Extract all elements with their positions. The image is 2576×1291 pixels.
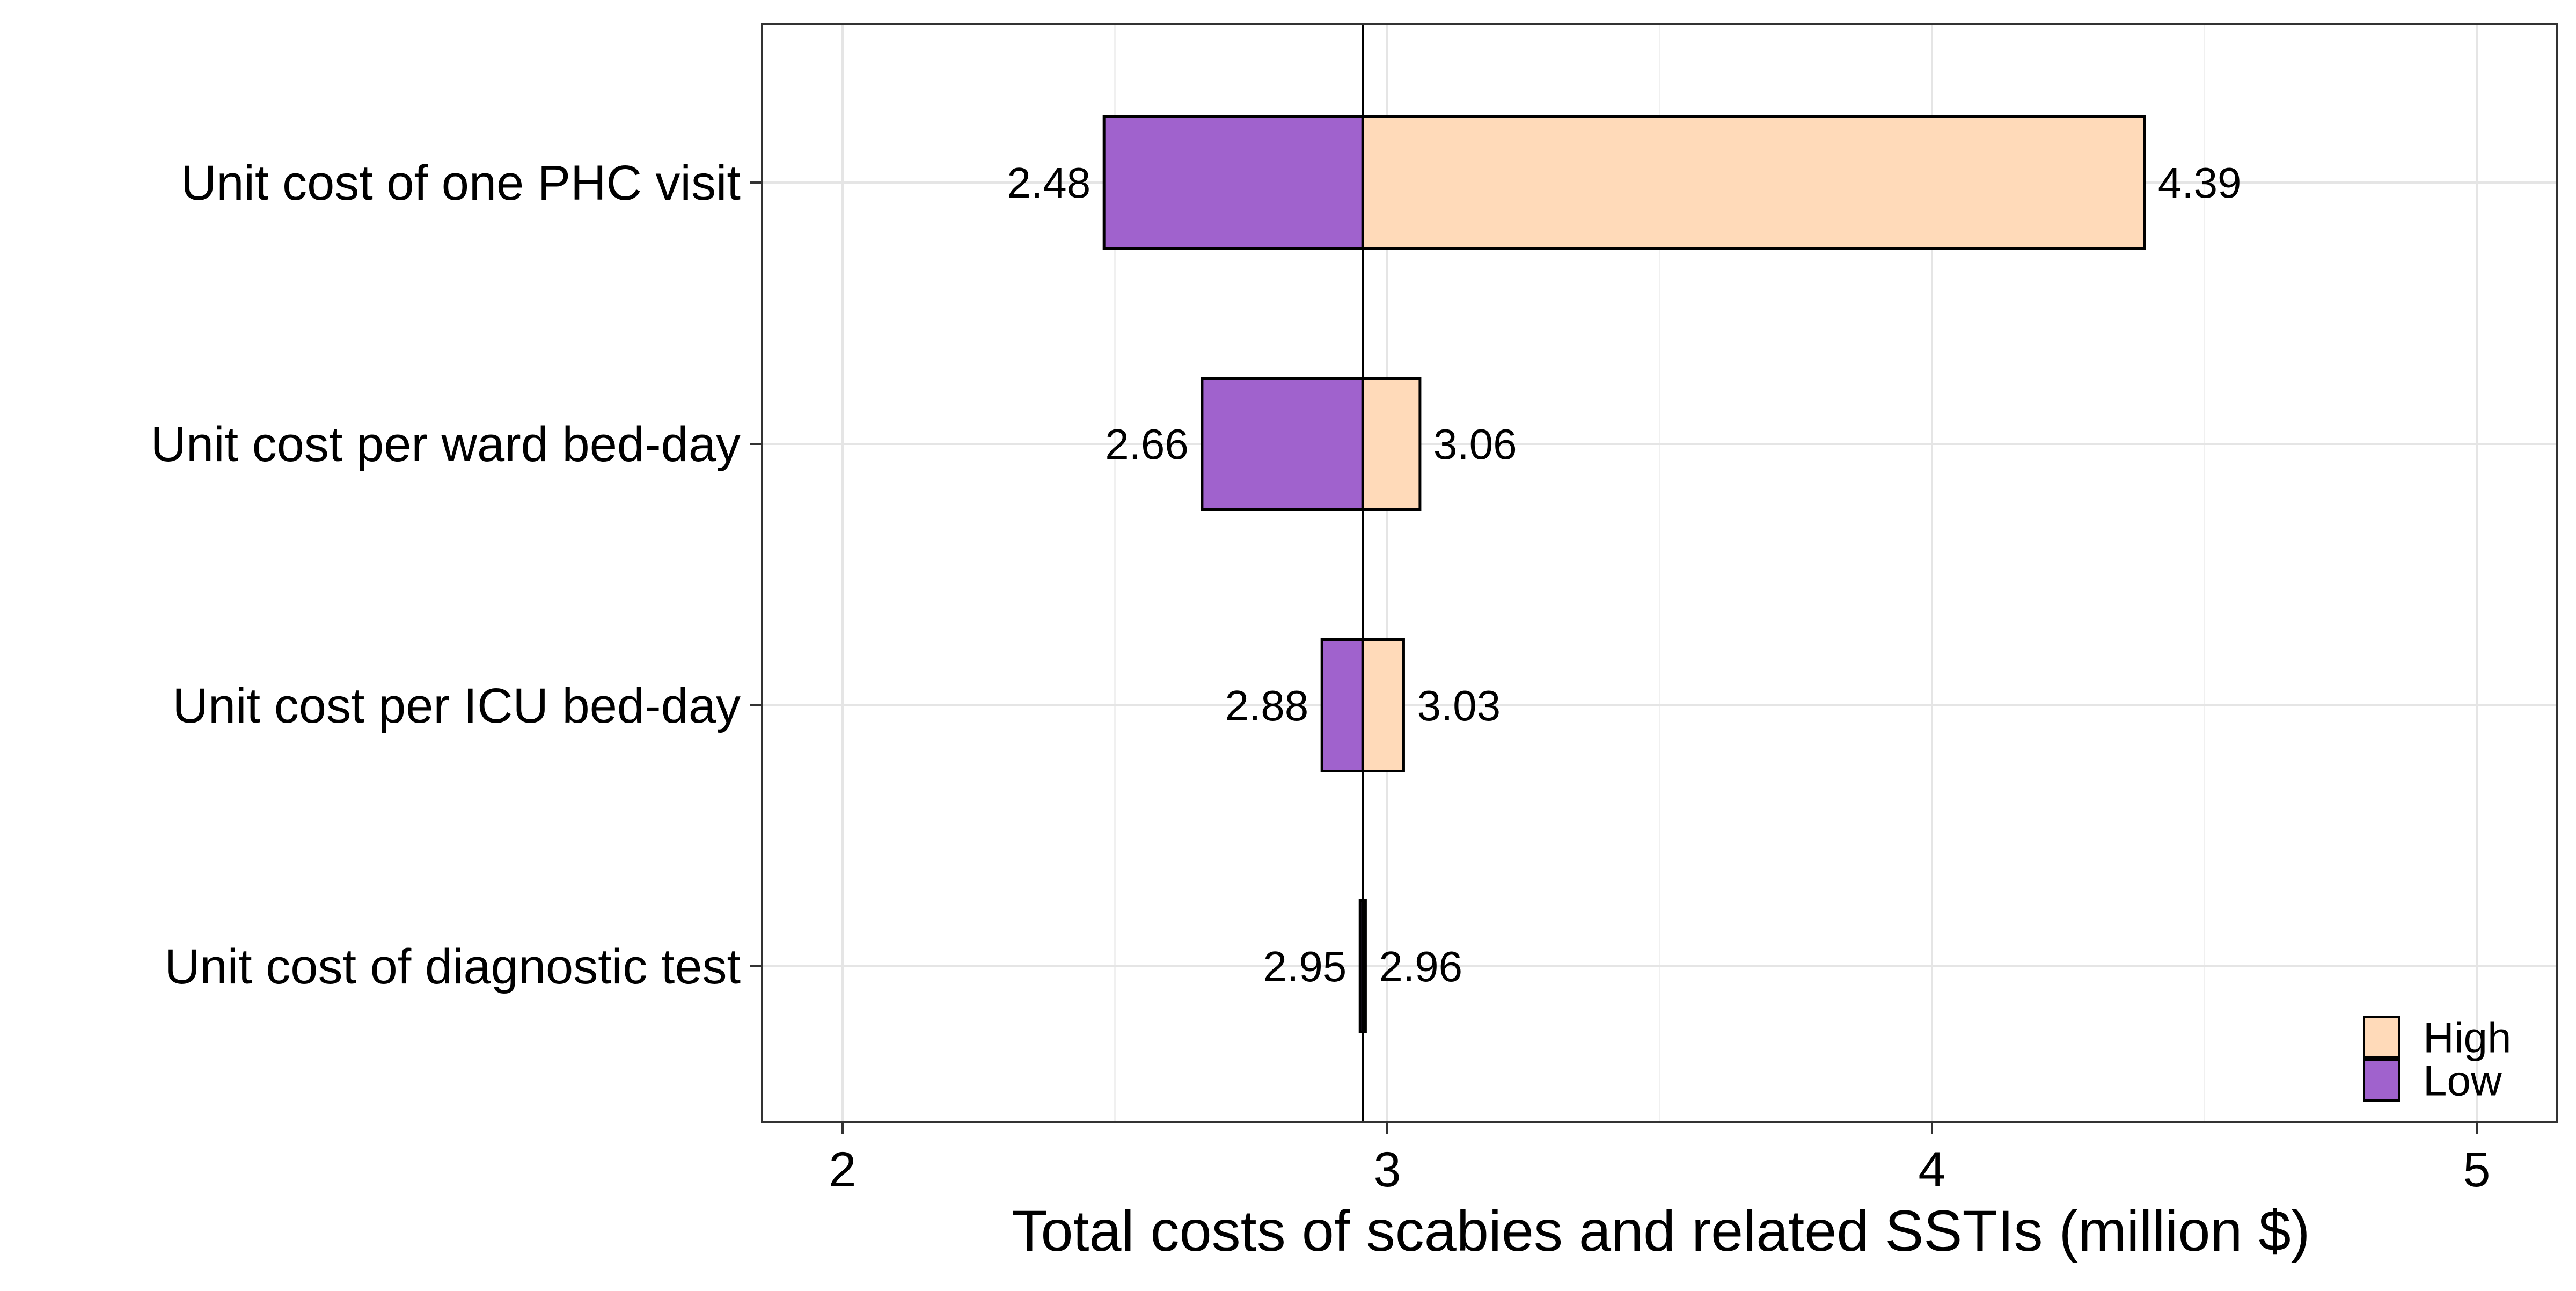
category-label: Unit cost of diagnostic test <box>164 939 741 994</box>
value-label-high: 2.96 <box>1379 943 1462 990</box>
value-label-high: 3.06 <box>1433 420 1517 468</box>
bar-low <box>1201 377 1364 511</box>
plot-panel-border <box>761 23 2558 1123</box>
value-label-low: 2.48 <box>1007 159 1091 207</box>
value-label-high: 4.39 <box>2158 159 2242 207</box>
bar-high <box>1361 638 1405 772</box>
legend-key-high <box>2363 1016 2400 1059</box>
x-tick-label: 5 <box>2463 1142 2490 1197</box>
value-label-low: 2.66 <box>1105 420 1189 468</box>
value-label-low: 2.95 <box>1263 943 1347 990</box>
x-tick-label: 3 <box>1373 1142 1401 1197</box>
legend-label-high: High <box>2423 1014 2512 1062</box>
category-label: Unit cost of one PHC visit <box>181 156 741 210</box>
bar-low <box>1102 115 1364 250</box>
category-label: Unit cost per ICU bed-day <box>173 679 741 733</box>
legend-label-low: Low <box>2423 1057 2502 1105</box>
x-axis-title: Total costs of scabies and related SSTIs… <box>1012 1198 2310 1263</box>
legend-key-low <box>2363 1059 2400 1102</box>
bar-low <box>1320 638 1364 772</box>
label-layer: 2.48 4.39 2.66 3.06 2.88 3.03 2.95 2.96 <box>1007 159 2241 990</box>
x-tick-label: 4 <box>1918 1142 1945 1197</box>
category-label: Unit cost per ward bed-day <box>151 417 741 472</box>
bar-high <box>1361 115 2146 250</box>
bar-layer <box>1102 115 2146 1033</box>
value-label-low: 2.88 <box>1225 682 1308 730</box>
value-label-high: 3.03 <box>1417 682 1501 730</box>
axis-layer: Unit cost of one PHC visit Unit cost per … <box>151 23 2558 1197</box>
x-tick-label: 2 <box>829 1142 856 1197</box>
bar-high <box>1361 377 1422 511</box>
